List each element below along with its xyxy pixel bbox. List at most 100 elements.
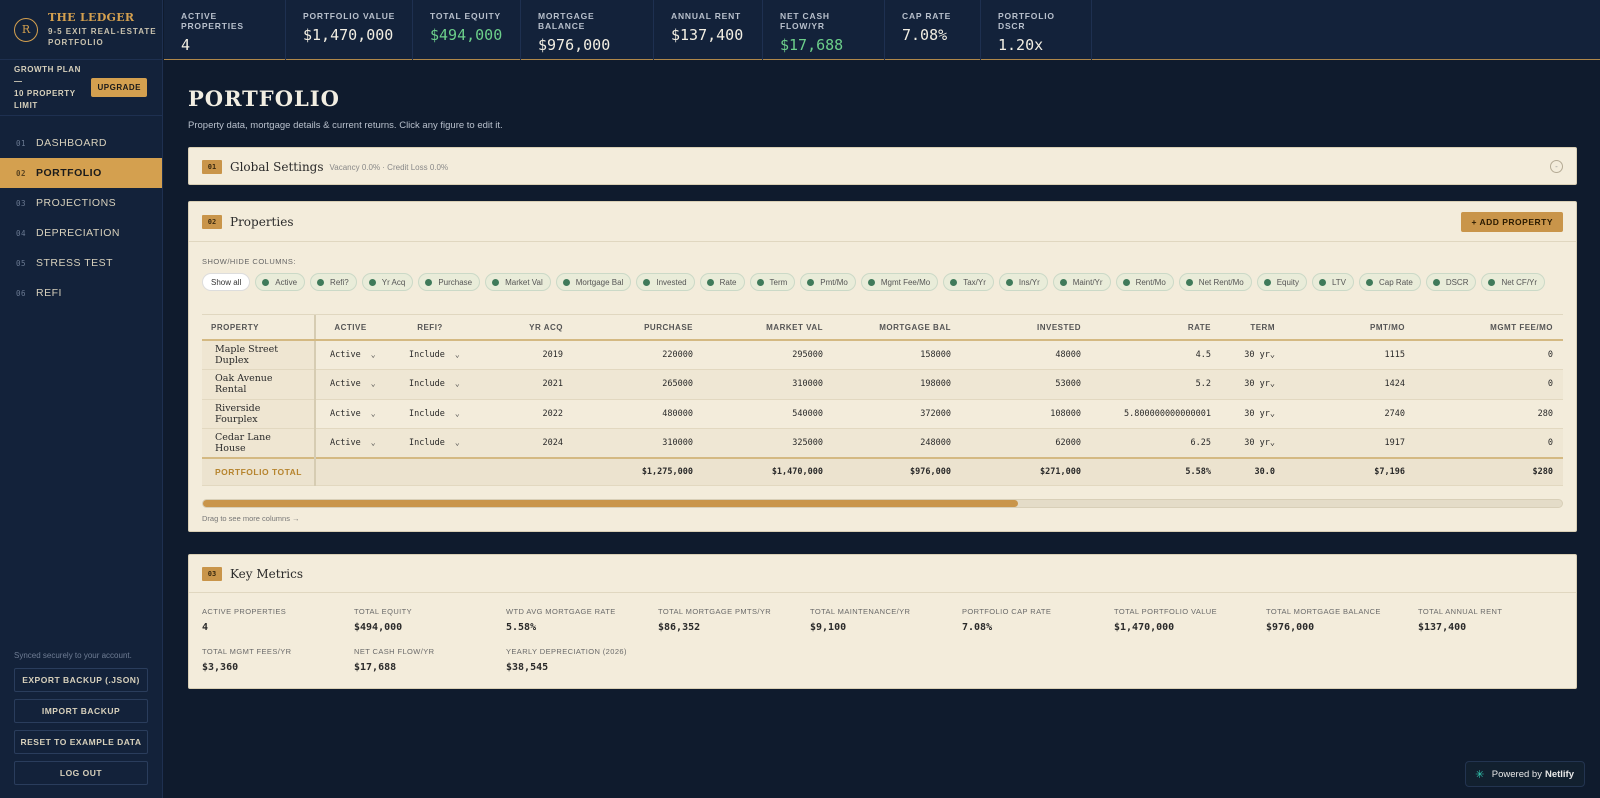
- market-val-cell[interactable]: 310000: [703, 369, 833, 400]
- pmt-cell[interactable]: 1917: [1285, 428, 1415, 459]
- mortgage-bal-cell[interactable]: 248000: [833, 428, 961, 459]
- refi-select[interactable]: Include ⌄: [395, 369, 475, 400]
- column-toggle-chip[interactable]: Mortgage Bal: [555, 273, 632, 291]
- column-toggle-chip[interactable]: Rate: [699, 273, 745, 291]
- term-select[interactable]: 30 yr⌄: [1221, 399, 1285, 429]
- column-toggle-chip[interactable]: Pmt/Mo: [800, 273, 856, 291]
- property-name-cell[interactable]: Maple Street Duplex: [202, 340, 316, 370]
- table-horizontal-scrollbar[interactable]: [202, 499, 1563, 508]
- yr-acq-cell[interactable]: 2021: [475, 369, 573, 400]
- refi-select[interactable]: Include ⌄: [395, 340, 475, 370]
- market-val-cell[interactable]: 540000: [703, 399, 833, 429]
- collapse-icon[interactable]: -: [1550, 160, 1563, 173]
- sidebar-item-projections[interactable]: 03 PROJECTIONS: [0, 188, 162, 218]
- column-header[interactable]: INVESTED: [961, 315, 1091, 341]
- column-header[interactable]: MGMT FEE/MO: [1415, 315, 1563, 341]
- add-property-button[interactable]: + ADD PROPERTY: [1461, 212, 1563, 232]
- term-select[interactable]: 30 yr⌄: [1221, 369, 1285, 400]
- market-val-cell[interactable]: 295000: [703, 340, 833, 370]
- invested-cell[interactable]: 48000: [961, 340, 1091, 370]
- yr-acq-cell[interactable]: 2024: [475, 428, 573, 459]
- active-select[interactable]: Active ⌄: [315, 399, 395, 429]
- column-toggle-chip[interactable]: Net CF/Yr: [1481, 273, 1546, 291]
- rate-cell[interactable]: 6.25: [1091, 428, 1221, 459]
- column-toggle-chip[interactable]: Tax/Yr: [943, 273, 994, 291]
- sidebar-item-portfolio[interactable]: 02 PORTFOLIO: [0, 158, 162, 188]
- rate-cell[interactable]: 5.2: [1091, 369, 1221, 400]
- column-toggle-chip[interactable]: Market Val: [485, 273, 551, 291]
- rate-cell[interactable]: 4.5: [1091, 340, 1221, 370]
- invested-cell[interactable]: 62000: [961, 428, 1091, 459]
- column-header[interactable]: TERM: [1221, 315, 1285, 341]
- yr-acq-cell[interactable]: 2019: [475, 340, 573, 370]
- mgmt-fee-cell[interactable]: 0: [1415, 369, 1563, 400]
- column-header[interactable]: MARKET VAL: [703, 315, 833, 341]
- column-header[interactable]: YR ACQ: [475, 315, 573, 341]
- column-toggle-chip[interactable]: Mgmt Fee/Mo: [860, 273, 939, 291]
- column-header[interactable]: PURCHASE: [573, 315, 703, 341]
- sidebar-item-depreciation[interactable]: 04 DEPRECIATION: [0, 218, 162, 248]
- term-select[interactable]: 30 yr⌄: [1221, 340, 1285, 370]
- column-toggle-chip[interactable]: Ins/Yr: [998, 273, 1048, 291]
- market-val-cell[interactable]: 325000: [703, 428, 833, 459]
- sidebar-item-dashboard[interactable]: 01 DASHBOARD: [0, 128, 162, 158]
- column-toggle-chip[interactable]: Invested: [636, 273, 695, 291]
- rate-cell[interactable]: 5.800000000000001: [1091, 399, 1221, 429]
- mgmt-fee-cell[interactable]: 0: [1415, 428, 1563, 459]
- brand[interactable]: R THE LEDGER 9-5 EXIT REAL-ESTATE PORTFO…: [0, 0, 162, 60]
- purchase-cell[interactable]: 265000: [573, 369, 703, 400]
- term-select[interactable]: 30 yr⌄: [1221, 428, 1285, 459]
- yr-acq-cell[interactable]: 2022: [475, 399, 573, 429]
- column-toggle-chip[interactable]: Cap Rate: [1359, 273, 1421, 291]
- property-name-cell[interactable]: Oak Avenue Rental: [202, 369, 316, 400]
- logout-button[interactable]: LOG OUT: [14, 761, 148, 785]
- pmt-cell[interactable]: 1424: [1285, 369, 1415, 400]
- mgmt-fee-cell[interactable]: 280: [1415, 399, 1563, 429]
- scrollbar-thumb[interactable]: [203, 500, 1019, 507]
- column-toggle-chip[interactable]: Term: [749, 273, 796, 291]
- column-toggle-chip[interactable]: Net Rent/Mo: [1178, 273, 1252, 291]
- import-backup-button[interactable]: IMPORT BACKUP: [14, 699, 148, 723]
- column-toggle-chip[interactable]: Active: [255, 273, 306, 291]
- export-backup-button[interactable]: EXPORT BACKUP (.JSON): [14, 668, 148, 692]
- refi-select[interactable]: Include ⌄: [395, 399, 475, 429]
- column-header[interactable]: REFI?: [395, 315, 475, 341]
- column-header[interactable]: ACTIVE: [315, 315, 395, 341]
- column-toggle-chip[interactable]: Equity: [1256, 273, 1307, 291]
- reset-example-button[interactable]: RESET TO EXAMPLE DATA: [14, 730, 148, 754]
- column-toggle-chip[interactable]: DSCR: [1425, 273, 1477, 291]
- mgmt-fee-cell[interactable]: 0: [1415, 340, 1563, 370]
- active-select[interactable]: Active ⌄: [315, 428, 395, 459]
- property-name-cell[interactable]: Riverside Fourplex: [202, 399, 316, 429]
- column-header[interactable]: PROPERTY: [202, 315, 316, 341]
- purchase-cell[interactable]: 480000: [573, 399, 703, 429]
- pmt-cell[interactable]: 1115: [1285, 340, 1415, 370]
- refi-select[interactable]: Include ⌄: [395, 428, 475, 459]
- column-toggle-chip[interactable]: Maint/Yr: [1052, 273, 1111, 291]
- mortgage-bal-cell[interactable]: 158000: [833, 340, 961, 370]
- mortgage-bal-cell[interactable]: 198000: [833, 369, 961, 400]
- netlify-badge[interactable]: ✳ Powered by Netlify: [1464, 761, 1585, 787]
- sidebar-item-refi[interactable]: 06 REFI: [0, 278, 162, 308]
- property-name-cell[interactable]: Cedar Lane House: [202, 428, 316, 459]
- show-all-chip[interactable]: Show all: [202, 273, 251, 291]
- column-toggle-chip[interactable]: Refi?: [310, 273, 357, 291]
- global-settings-header[interactable]: 01 Global Settings Vacancy 0.0% · Credit…: [189, 148, 1576, 186]
- active-select[interactable]: Active ⌄: [315, 340, 395, 370]
- purchase-cell[interactable]: 220000: [573, 340, 703, 370]
- pmt-cell[interactable]: 2740: [1285, 399, 1415, 429]
- active-select[interactable]: Active ⌄: [315, 369, 395, 400]
- column-toggle-chip[interactable]: Purchase: [418, 273, 481, 291]
- purchase-cell[interactable]: 310000: [573, 428, 703, 459]
- invested-cell[interactable]: 53000: [961, 369, 1091, 400]
- column-header[interactable]: MORTGAGE BAL: [833, 315, 961, 341]
- column-header[interactable]: PMT/MO: [1285, 315, 1415, 341]
- column-toggle-chip[interactable]: Rent/Mo: [1115, 273, 1174, 291]
- invested-cell[interactable]: 108000: [961, 399, 1091, 429]
- mortgage-bal-cell[interactable]: 372000: [833, 399, 961, 429]
- column-header[interactable]: RATE: [1091, 315, 1221, 341]
- sidebar-item-stress-test[interactable]: 05 STRESS TEST: [0, 248, 162, 278]
- upgrade-button[interactable]: UPGRADE: [91, 78, 147, 97]
- column-toggle-chip[interactable]: Yr Acq: [361, 273, 414, 291]
- column-toggle-chip[interactable]: LTV: [1311, 273, 1355, 291]
